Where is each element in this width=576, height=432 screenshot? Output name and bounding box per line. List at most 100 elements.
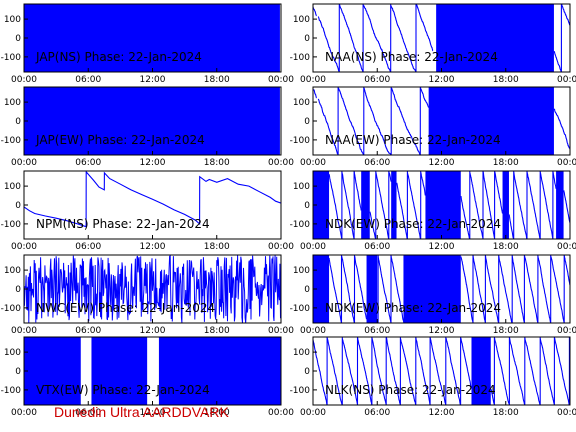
panel-title: JAP(EW) Phase: 22-Jan-2024 xyxy=(35,133,205,147)
x-tick-label: 06:00 xyxy=(364,326,390,336)
panel-6: 100 0 -100 00:00 06:00 12:00 18:00 00:00 NDK(EW)… xyxy=(290,170,576,252)
y-tick-label: -100 xyxy=(1,386,22,396)
y-tick-label: 100 xyxy=(4,348,21,358)
panel-title: NDK(EW) Phase: 22-Jan-2024 xyxy=(325,301,501,315)
y-tick-label: -100 xyxy=(290,304,311,314)
x-tick-label: 00:00 xyxy=(268,158,294,168)
y-tick-label: -100 xyxy=(290,386,311,396)
panel-8: 100 0 -100 00:00 06:00 12:00 18:00 00:00 NDK(EW)… xyxy=(290,254,576,336)
phase-series-line xyxy=(328,171,570,239)
y-tick-label: -100 xyxy=(1,136,22,146)
x-tick-label: 18:00 xyxy=(493,158,519,168)
plot-area xyxy=(313,337,570,405)
phase-band xyxy=(404,255,461,323)
x-tick-label: 18:00 xyxy=(204,326,230,336)
footer-caption: Dunedin Ultra AARDDVARK xyxy=(54,404,229,420)
panel-10: 100 0 -100 00:00 06:00 12:00 18:00 00:00 NLK(NS)… xyxy=(290,336,576,418)
x-tick-label: 06:00 xyxy=(75,158,101,168)
phase-band xyxy=(556,171,564,239)
plot-area xyxy=(313,4,570,72)
panel-9: 100 0 -100 00:00 06:00 12:00 18:00 00:00 VTX(EW)… xyxy=(1,336,294,418)
panel-title: VTX(EW) Phase: 22-Jan-2024 xyxy=(36,383,210,397)
y-tick-label: 0 xyxy=(304,367,310,377)
panel-title: NLK(NS) Phase: 22-Jan-2024 xyxy=(325,383,496,397)
x-tick-label: 12:00 xyxy=(140,158,166,168)
phase-band xyxy=(391,171,397,239)
x-tick-label: 00:00 xyxy=(300,408,326,418)
x-tick-label: 18:00 xyxy=(493,75,519,85)
y-tick-label: 100 xyxy=(293,182,310,192)
x-tick-label: 00:00 xyxy=(300,242,326,252)
x-tick-label: 18:00 xyxy=(493,242,519,252)
phase-band xyxy=(24,4,280,72)
y-tick-label: -100 xyxy=(1,304,22,314)
x-tick-label: 18:00 xyxy=(493,408,519,418)
y-tick-label: 0 xyxy=(15,285,21,295)
phase-band xyxy=(158,337,281,405)
y-tick-label: 100 xyxy=(4,98,21,108)
y-tick-label: 0 xyxy=(304,201,310,211)
y-tick-label: -100 xyxy=(1,53,22,63)
x-tick-label: 06:00 xyxy=(75,326,101,336)
panel-3: 100 0 -100 00:00 06:00 12:00 18:00 00:00 JAP(EW)… xyxy=(1,86,294,168)
x-tick-label: 00:00 xyxy=(11,75,37,85)
y-tick-label: 100 xyxy=(4,266,21,276)
x-tick-label: 00:00 xyxy=(557,242,576,252)
phase-series-line xyxy=(24,255,281,323)
phase-band xyxy=(471,337,491,405)
x-tick-label: 00:00 xyxy=(11,326,37,336)
y-tick-label: 0 xyxy=(304,117,310,127)
panel-4: 100 0 -100 00:00 06:00 12:00 18:00 00:00 NAA(EW)… xyxy=(290,86,576,168)
x-tick-label: 06:00 xyxy=(75,408,101,418)
x-tick-label: 00:00 xyxy=(268,242,294,252)
y-tick-label: 0 xyxy=(304,285,310,295)
x-tick-label: 00:00 xyxy=(300,158,326,168)
plot-area xyxy=(24,171,281,228)
x-tick-label: 00:00 xyxy=(557,326,576,336)
x-tick-label: 18:00 xyxy=(204,408,230,418)
x-tick-label: 06:00 xyxy=(75,242,101,252)
plot-area xyxy=(313,87,570,155)
panel-title: NPM(NS) Phase: 22-Jan-2024 xyxy=(36,217,210,231)
phase-band xyxy=(313,171,330,239)
x-tick-label: 06:00 xyxy=(364,408,390,418)
y-tick-label: 0 xyxy=(15,117,21,127)
x-tick-label: 18:00 xyxy=(204,158,230,168)
plot-area xyxy=(24,255,281,323)
phase-band xyxy=(24,87,280,155)
x-tick-label: 12:00 xyxy=(429,326,455,336)
y-tick-label: 100 xyxy=(4,15,21,25)
x-tick-label: 06:00 xyxy=(364,242,390,252)
x-tick-label: 12:00 xyxy=(140,242,166,252)
x-tick-label: 00:00 xyxy=(11,242,37,252)
phase-band xyxy=(366,255,378,323)
y-tick-label: 0 xyxy=(15,367,21,377)
y-tick-label: 0 xyxy=(15,34,21,44)
panel-title: NDK(EW) Phase: 22-Jan-2024 xyxy=(325,217,501,231)
phase-band xyxy=(313,255,330,323)
x-tick-label: 18:00 xyxy=(204,242,230,252)
panel-title: NWC(EW) Phase: 22-Jan-2024 xyxy=(36,301,215,315)
plot-area xyxy=(24,4,280,72)
x-tick-label: 00:00 xyxy=(557,158,576,168)
x-tick-label: 12:00 xyxy=(429,75,455,85)
panel-title: NAA(NS) Phase: 22-Jan-2024 xyxy=(325,50,498,64)
x-tick-label: 18:00 xyxy=(493,326,519,336)
y-tick-label: 0 xyxy=(15,201,21,211)
phase-band xyxy=(24,337,81,405)
phase-series-line xyxy=(328,255,570,323)
phase-band xyxy=(425,171,461,239)
y-tick-label: 0 xyxy=(304,34,310,44)
phase-series-line xyxy=(313,337,570,405)
phase-band xyxy=(428,87,554,155)
plot-area xyxy=(24,337,281,405)
y-tick-label: 100 xyxy=(293,266,310,276)
y-tick-label: 100 xyxy=(293,348,310,358)
x-tick-label: 00:00 xyxy=(557,75,576,85)
x-tick-label: 00:00 xyxy=(11,158,37,168)
panel-title: JAP(NS) Phase: 22-Jan-2024 xyxy=(35,50,202,64)
x-tick-label: 06:00 xyxy=(364,158,390,168)
x-tick-label: 06:00 xyxy=(75,75,101,85)
x-tick-label: 00:00 xyxy=(268,75,294,85)
